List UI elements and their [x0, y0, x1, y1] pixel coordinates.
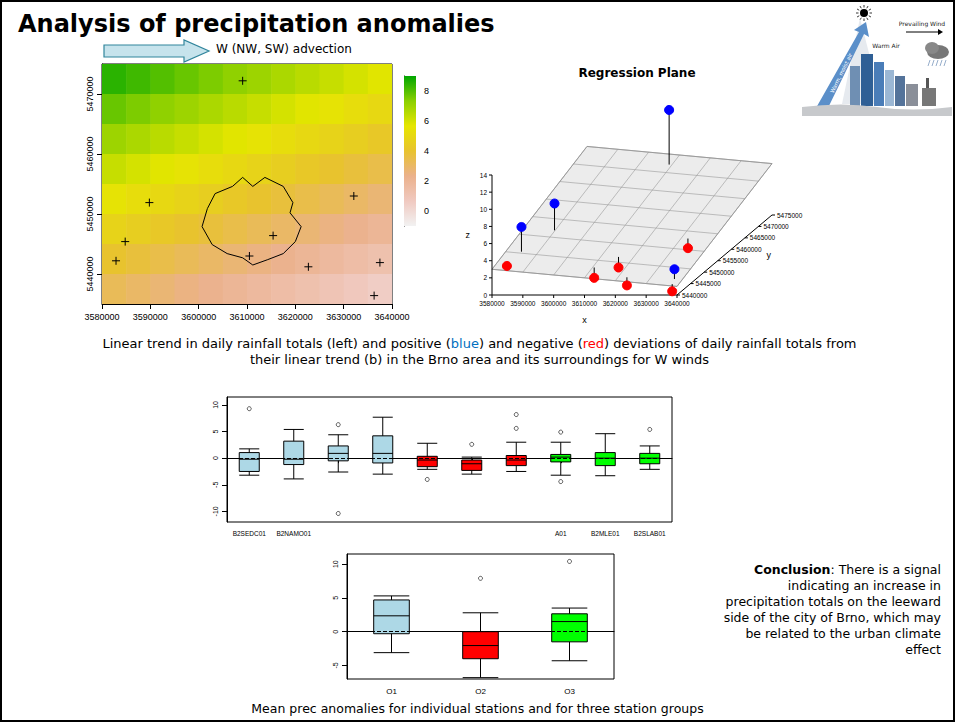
svg-text:O1: O1 [386, 687, 397, 696]
svg-text:5440000: 5440000 [682, 292, 708, 299]
svg-text:5455000: 5455000 [723, 257, 749, 264]
svg-text:3610000: 3610000 [229, 312, 264, 322]
svg-text:10: 10 [480, 206, 488, 213]
svg-text:5475000: 5475000 [777, 212, 803, 219]
svg-text:z: z [466, 230, 471, 240]
svg-text:Warm Air: Warm Air [872, 42, 900, 49]
svg-text:3640000: 3640000 [664, 300, 690, 307]
svg-text:5465000: 5465000 [750, 234, 776, 241]
svg-text:3620000: 3620000 [278, 312, 313, 322]
svg-text:14: 14 [480, 172, 488, 179]
svg-text:2: 2 [483, 274, 487, 281]
html-text:Analysis of precipitation anom: Analysis of precipitation anomalies [18, 10, 495, 38]
html-text:Mean prec anomalies for indivi: Mean prec anomalies for individual stati… [251, 701, 704, 716]
svg-text:5470000: 5470000 [85, 76, 95, 111]
svg-text:5: 5 [212, 430, 219, 434]
svg-text:8: 8 [483, 223, 487, 230]
svg-text:6: 6 [424, 116, 429, 126]
svg-text:-5: -5 [332, 662, 339, 668]
svg-text:3580000: 3580000 [84, 312, 119, 322]
svg-text:Prevailing Wind: Prevailing Wind [899, 20, 946, 28]
svg-text:5450000: 5450000 [709, 269, 735, 276]
svg-text:3620000: 3620000 [603, 300, 629, 307]
svg-text:4: 4 [483, 257, 487, 264]
svg-text:3580000: 3580000 [479, 300, 505, 307]
svg-text:O2: O2 [475, 687, 486, 696]
svg-text:3630000: 3630000 [326, 312, 361, 322]
svg-text:5470000: 5470000 [763, 223, 789, 230]
svg-text:O3: O3 [564, 687, 575, 696]
svg-text:3630000: 3630000 [634, 300, 660, 307]
svg-text:3600000: 3600000 [541, 300, 567, 307]
svg-text:5440000: 5440000 [85, 256, 95, 291]
svg-text:5460000: 5460000 [85, 136, 95, 171]
svg-text:Regression Plane: Regression Plane [578, 66, 695, 80]
svg-text:-5: -5 [212, 482, 219, 488]
svg-text:B2NAMO01: B2NAMO01 [276, 530, 311, 537]
svg-text:5: 5 [332, 596, 339, 600]
svg-text:B2SLAB01: B2SLAB01 [634, 530, 666, 537]
svg-text:12: 12 [480, 189, 488, 196]
svg-text:0: 0 [483, 292, 487, 299]
svg-text:2: 2 [424, 176, 429, 186]
svg-text:4: 4 [424, 146, 429, 156]
svg-text:y: y [767, 250, 772, 260]
svg-text:B2SEDC01: B2SEDC01 [233, 530, 267, 537]
svg-text:5445000: 5445000 [696, 280, 722, 287]
svg-text:x: x [582, 315, 587, 325]
svg-text:-10: -10 [212, 506, 219, 516]
svg-text:8: 8 [424, 86, 429, 96]
svg-text:Warm, moist air: Warm, moist air [828, 52, 854, 95]
svg-text:6: 6 [483, 240, 487, 247]
html-text:Linear trend in daily rainfall: Linear trend in daily rainfall totals (l… [102, 336, 857, 367]
html-text:Conclusion: There is a signal: Conclusion: There is a signal indicating… [723, 562, 941, 657]
html-text:W (NW, SW) advection: W (NW, SW) advection [216, 42, 352, 56]
svg-text:3610000: 3610000 [572, 300, 598, 307]
svg-text:10: 10 [212, 401, 219, 409]
svg-text:5450000: 5450000 [85, 196, 95, 231]
svg-text:B2MLE01: B2MLE01 [591, 530, 620, 537]
svg-text:5460000: 5460000 [736, 246, 762, 253]
svg-text:0: 0 [332, 630, 339, 634]
svg-text:3590000: 3590000 [133, 312, 168, 322]
svg-text:3590000: 3590000 [510, 300, 536, 307]
svg-text:3640000: 3640000 [374, 312, 409, 322]
svg-text:3600000: 3600000 [181, 312, 216, 322]
svg-text:10: 10 [332, 560, 339, 568]
svg-text:0: 0 [424, 206, 429, 216]
svg-text:0: 0 [212, 456, 219, 460]
svg-text:A01: A01 [555, 530, 567, 537]
